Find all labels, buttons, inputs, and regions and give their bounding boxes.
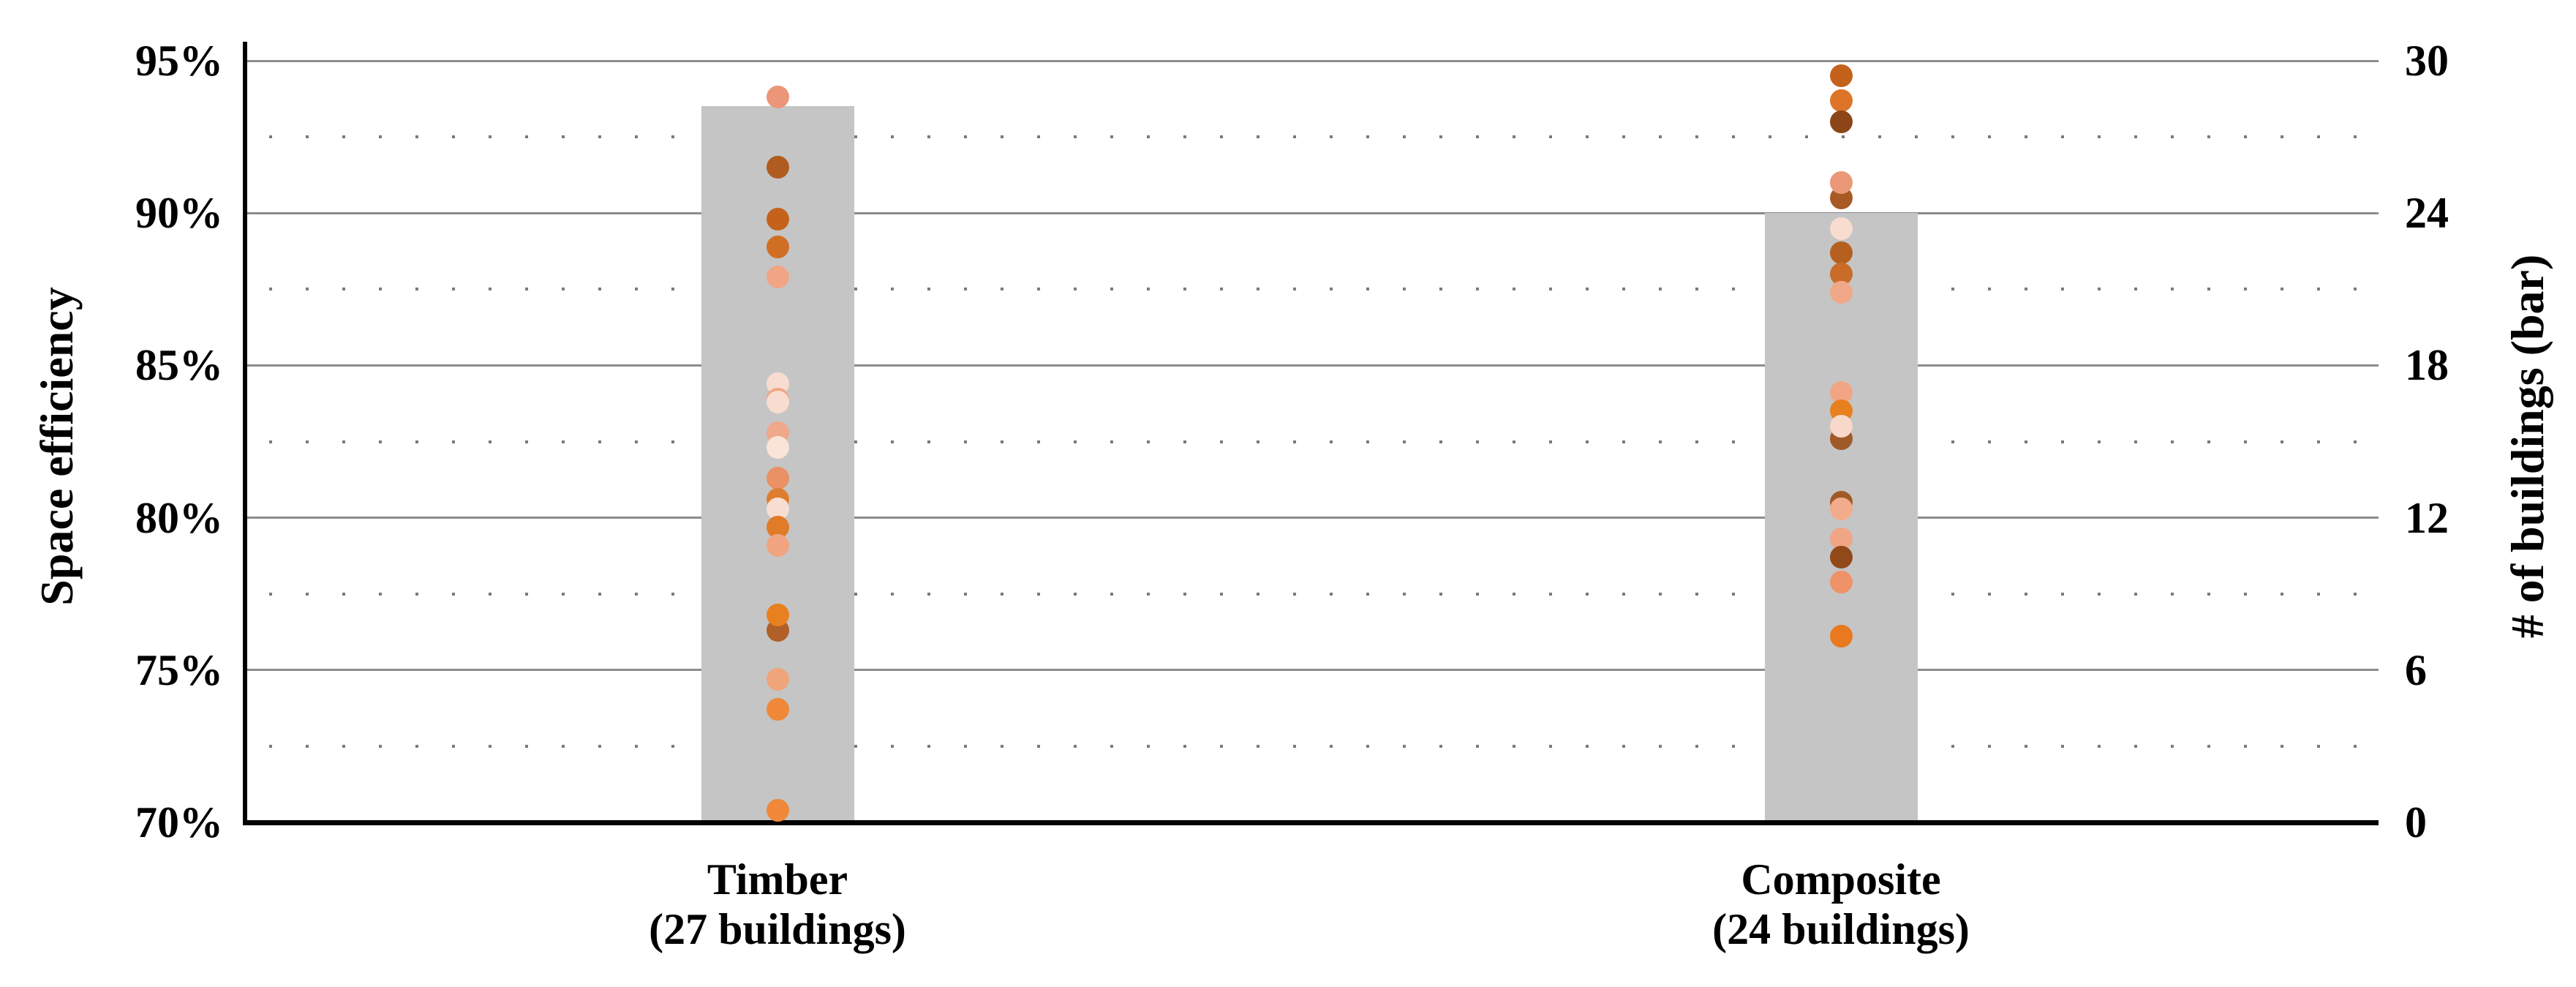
gridline-major xyxy=(245,364,2379,367)
data-point xyxy=(1829,241,1853,264)
left-axis-tick: 85% xyxy=(135,341,223,390)
data-point xyxy=(1829,570,1853,593)
data-point xyxy=(766,235,789,258)
data-point xyxy=(1829,64,1853,88)
category-name: Composite xyxy=(1741,855,1941,904)
category-label-timber: Timber (27 buildings) xyxy=(649,855,906,954)
data-point xyxy=(1829,625,1853,648)
data-point xyxy=(1829,89,1853,112)
data-point xyxy=(1829,497,1853,520)
data-point xyxy=(766,156,789,179)
data-point xyxy=(766,667,789,691)
left-axis-tick: 80% xyxy=(135,493,223,542)
gridline-minor xyxy=(269,440,2379,443)
data-point xyxy=(1829,280,1853,304)
gridline-minor xyxy=(269,592,2379,596)
data-point xyxy=(766,390,789,413)
left-axis-tick: 75% xyxy=(135,645,223,694)
gridline-major xyxy=(245,59,2379,62)
data-point xyxy=(766,266,789,289)
gridline-minor xyxy=(269,744,2379,748)
data-point xyxy=(766,466,789,489)
data-point xyxy=(766,604,789,627)
gridline-major xyxy=(245,669,2379,672)
category-count: (27 buildings) xyxy=(649,905,906,953)
right-axis-tick: 12 xyxy=(2405,493,2449,542)
data-point xyxy=(1829,171,1853,195)
category-name: Timber xyxy=(707,855,848,904)
left-axis-title: Space efficiency xyxy=(31,287,83,606)
data-point xyxy=(766,86,789,109)
data-point xyxy=(1829,217,1853,240)
gridline-minor xyxy=(269,288,2379,291)
right-axis-tick: 0 xyxy=(2405,798,2427,847)
right-axis-title: # of buildings (bar) xyxy=(2501,254,2553,639)
x-axis-line xyxy=(243,820,2379,825)
data-point xyxy=(766,798,789,822)
right-axis-tick: 24 xyxy=(2405,189,2449,238)
y-axis-line xyxy=(243,42,247,822)
left-axis-tick: 70% xyxy=(135,798,223,847)
gridline-minor xyxy=(269,135,2379,139)
gridline-major xyxy=(245,517,2379,519)
data-point xyxy=(766,698,789,721)
left-axis-tick: 95% xyxy=(135,37,223,85)
right-axis-tick: 6 xyxy=(2405,645,2427,694)
right-axis-tick: 30 xyxy=(2405,37,2449,85)
right-axis-tick: 18 xyxy=(2405,341,2449,390)
data-point xyxy=(1829,546,1853,569)
category-label-composite: Composite (24 buildings) xyxy=(1712,855,1970,954)
category-count: (24 buildings) xyxy=(1712,905,1970,953)
data-point xyxy=(1829,415,1853,438)
data-point xyxy=(766,436,789,459)
data-point xyxy=(766,533,789,557)
gridline-major xyxy=(245,211,2379,214)
left-axis-tick: 90% xyxy=(135,189,223,238)
data-point xyxy=(1829,110,1853,133)
data-point xyxy=(766,208,789,231)
